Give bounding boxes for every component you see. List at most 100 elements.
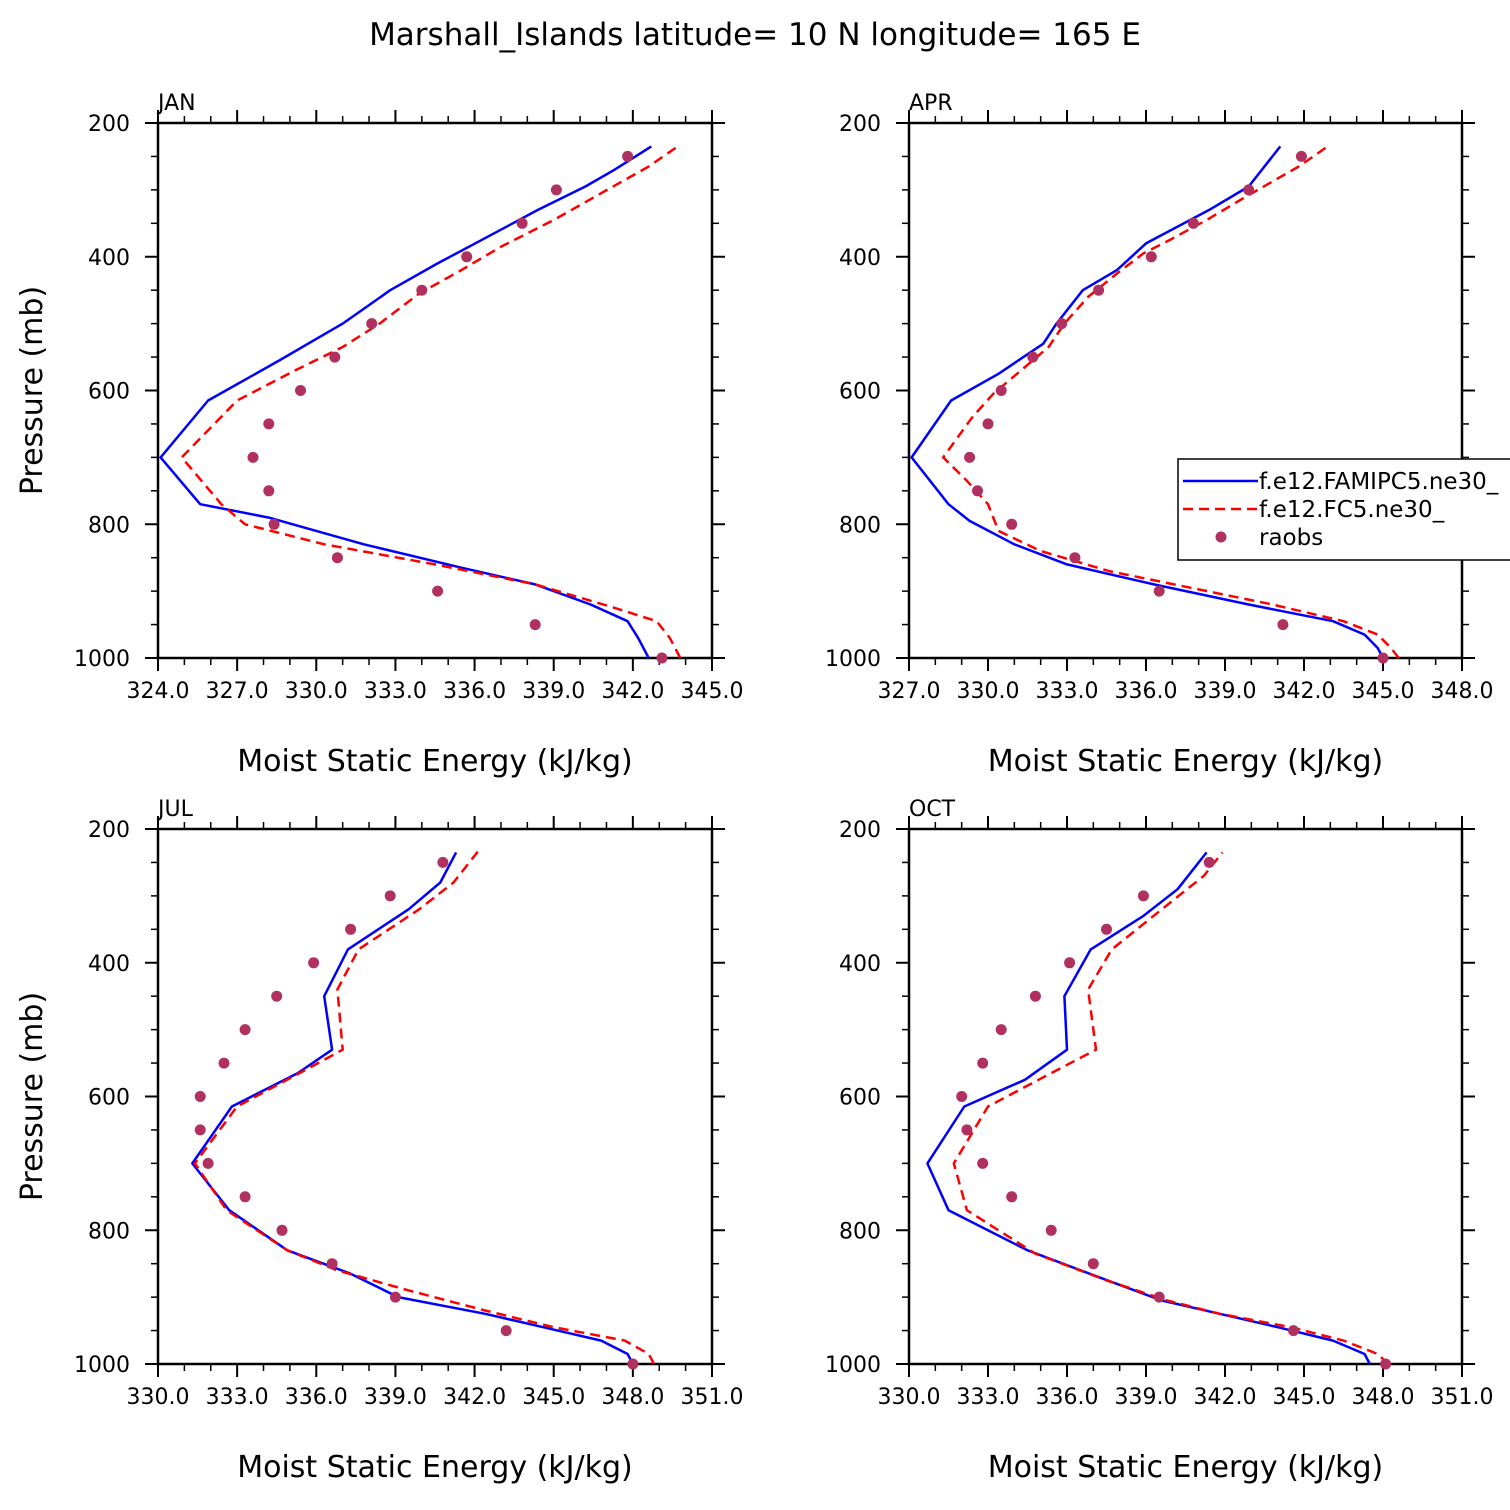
x-tick-label: 336.0 <box>443 679 506 704</box>
y-tick-label: 400 <box>88 952 130 977</box>
y-tick-label: 600 <box>88 1086 130 1111</box>
raobs-point <box>437 856 449 868</box>
raobs-point <box>1093 284 1105 296</box>
x-tick-label: 342.0 <box>1194 1385 1257 1410</box>
y-tick-label: 200 <box>839 112 881 137</box>
raobs-point <box>972 485 983 497</box>
y-axis-label: Pressure (mb) <box>15 286 50 495</box>
raobs-point <box>295 385 306 396</box>
x-axis-label: Moist Static Energy (kJ/kg) <box>988 744 1384 779</box>
raobs-point <box>271 990 283 1002</box>
raobs-point <box>982 418 994 430</box>
raobs-point <box>1045 1224 1057 1236</box>
y-tick-label: 400 <box>839 952 881 977</box>
x-tick-label: 342.0 <box>443 1385 506 1410</box>
x-axis-label: Moist Static Energy (kJ/kg) <box>237 1450 633 1485</box>
y-tick-label: 200 <box>839 818 881 843</box>
raobs-point <box>1056 318 1068 330</box>
raobs-point <box>276 1224 288 1236</box>
x-tick-label: 324.0 <box>127 679 190 704</box>
panel-oct: OCT 330.0 333.0 336.0 339.0 342.0 345.0 348.0 35… <box>825 797 1493 1485</box>
x-tick-label: 351.0 <box>1431 1385 1494 1410</box>
panel-apr: APR 327.0 330.0 333.0 336.0 339.0 342.0 345.0 34… <box>825 91 1493 779</box>
legend-label: f.e12.FAMIPC5.ne30_ <box>1259 469 1499 495</box>
x-tick-label: 342.0 <box>601 679 664 704</box>
raobs-point <box>202 1157 214 1169</box>
figure-title: Marshall_Islands latitude= 10 N longitud… <box>369 17 1141 53</box>
y-tick-label: 800 <box>88 513 130 538</box>
raobs-point <box>432 585 444 597</box>
raobs-point <box>1101 923 1112 935</box>
y-tick-label: 200 <box>88 818 130 843</box>
x-axis-label: Moist Static Energy (kJ/kg) <box>237 744 633 779</box>
x-tick-label: 336.0 <box>1036 1385 1099 1410</box>
series-line-famipc5 <box>926 851 1371 1365</box>
y-tick-label: 400 <box>88 246 130 271</box>
x-tick-label: 330.0 <box>957 679 1020 704</box>
raobs-point <box>366 318 378 330</box>
legend-marker-raobs <box>1215 531 1227 543</box>
y-tick-label: 1000 <box>74 1353 130 1378</box>
x-tick-label: 333.0 <box>364 679 427 704</box>
y-tick-label: 200 <box>88 112 130 137</box>
raobs-point <box>1137 890 1149 902</box>
x-tick-label: 333.0 <box>957 1385 1020 1410</box>
raobs-point <box>384 890 396 902</box>
x-tick-label: 351.0 <box>681 1385 744 1410</box>
raobs-point <box>308 957 320 969</box>
raobs-point <box>1153 585 1165 597</box>
raobs-point <box>961 1124 973 1136</box>
raobs-point <box>331 552 343 564</box>
y-tick-label: 1000 <box>74 647 130 672</box>
x-tick-label: 348.0 <box>1352 1385 1415 1410</box>
raobs-point <box>326 1258 338 1270</box>
raobs-point <box>622 150 634 162</box>
x-tick-label: 342.0 <box>1273 679 1336 704</box>
panel-label: JUL <box>156 797 194 822</box>
legend: f.e12.FAMIPC5.ne30_f.e12.FC5.ne30_raobs <box>1177 458 1510 561</box>
y-tick-label: 600 <box>88 380 130 405</box>
x-tick-label: 330.0 <box>878 1385 941 1410</box>
series-line-famipc5 <box>159 145 652 659</box>
raobs-point <box>218 1057 230 1069</box>
legend-label: raobs <box>1259 525 1323 551</box>
raobs-point <box>627 1358 639 1370</box>
raobs-point <box>1377 652 1389 664</box>
panel-label: JAN <box>156 91 196 116</box>
raobs-point <box>461 251 473 263</box>
raobs-point <box>1288 1325 1299 1337</box>
panel-jan: JAN 324.0 327.0 330.0 333.0 336.0 339.0 342.0 34… <box>15 91 743 779</box>
x-axis-label: Moist Static Energy (kJ/kg) <box>988 1450 1384 1485</box>
y-tick-label: 1000 <box>825 1353 881 1378</box>
raobs-point <box>1145 251 1157 263</box>
x-tick-label: 339.0 <box>1115 1385 1178 1410</box>
raobs-point <box>1277 619 1289 631</box>
y-tick-label: 1000 <box>825 647 881 672</box>
raobs-point <box>263 485 275 497</box>
y-axis-label: Pressure (mb) <box>15 992 50 1201</box>
x-tick-label: 345.0 <box>1352 679 1415 704</box>
panel-label: OCT <box>909 797 956 822</box>
x-tick-label: 339.0 <box>1194 679 1257 704</box>
series-line-fc5 <box>952 851 1390 1365</box>
raobs-point <box>995 385 1007 396</box>
panel-label: APR <box>909 91 953 116</box>
raobs-point <box>1064 957 1076 969</box>
y-tick-label: 800 <box>839 513 881 538</box>
y-tick-label: 400 <box>839 246 881 271</box>
raobs-point <box>389 1291 401 1303</box>
series-line-fc5 <box>193 848 656 1365</box>
raobs-point <box>329 351 341 363</box>
raobs-point <box>1203 856 1215 868</box>
series-line-famipc5 <box>910 145 1385 659</box>
raobs-point <box>516 217 528 229</box>
raobs-point <box>263 418 275 430</box>
series-line-fc5 <box>180 145 682 659</box>
raobs-point <box>194 1124 206 1136</box>
raobs-point <box>268 518 280 530</box>
y-tick-label: 600 <box>839 380 881 405</box>
raobs-point <box>247 451 259 463</box>
raobs-point <box>1380 1358 1392 1370</box>
x-tick-label: 336.0 <box>285 1385 348 1410</box>
x-tick-label: 345.0 <box>1273 1385 1336 1410</box>
